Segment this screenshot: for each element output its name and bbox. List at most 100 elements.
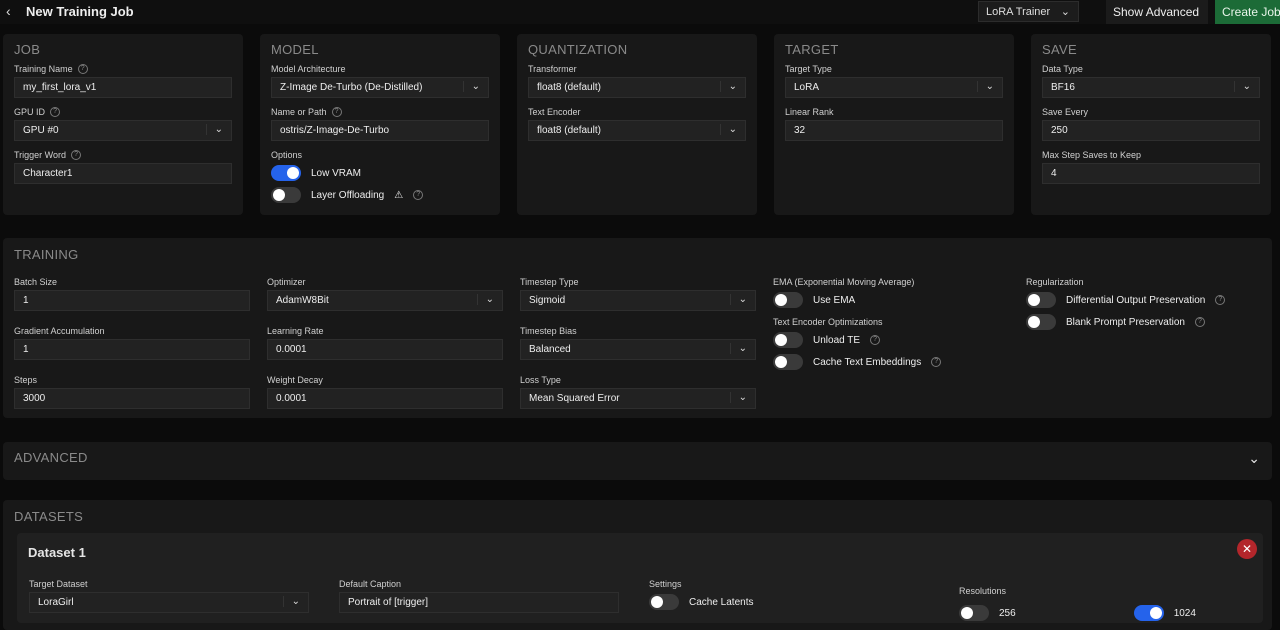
help-icon[interactable]: ? — [931, 357, 942, 367]
input-trigger-word[interactable]: Character1 — [14, 163, 232, 184]
toggle-1024[interactable]: 1024 — [1133, 603, 1196, 623]
help-icon[interactable]: ? — [77, 64, 88, 74]
chevron-down-icon: ⌄ — [205, 124, 223, 135]
value: GPU #0 — [23, 125, 59, 136]
help-icon[interactable]: ? — [1215, 295, 1226, 305]
trainer-select[interactable]: LoRA Trainer ⌄ — [978, 1, 1079, 22]
toggle-unload-te[interactable]: Unload TE? — [773, 330, 1009, 350]
toggle-256[interactable]: 256 — [959, 603, 1016, 623]
label-text: Linear Rank — [785, 107, 834, 117]
close-icon[interactable]: ✕ — [1237, 539, 1257, 559]
value: ostris/Z-Image-De-Turbo — [280, 125, 390, 136]
help-icon[interactable]: ? — [331, 107, 342, 117]
input-save-every[interactable]: 250 — [1042, 120, 1260, 141]
input-batch-size[interactable]: 1 — [14, 290, 250, 311]
show-advanced-button[interactable]: Show Advanced — [1106, 0, 1208, 24]
toggle-label: Unload TE — [813, 334, 861, 346]
training-column: Timestep Type Sigmoid ⌄ Timestep Bias Balanc… — [520, 276, 756, 423]
input-gradient-accumulation[interactable]: 1 — [14, 339, 250, 360]
field-label: GPU ID? — [14, 106, 232, 118]
select-target-type[interactable]: LoRA ⌄ — [785, 77, 1003, 98]
toggle-cache-latents[interactable]: Cache Latents — [649, 592, 929, 612]
label-text: Transformer — [528, 64, 577, 74]
field-batch-size: Batch Size 1 — [14, 276, 250, 311]
input-max-step-saves-to-keep[interactable]: 4 — [1042, 163, 1260, 184]
create-job-button[interactable]: Create Job — [1215, 0, 1280, 24]
select-target-dataset[interactable]: LoraGirl ⌄ — [29, 592, 309, 613]
select-model-architecture[interactable]: Z-Image De-Turbo (De-Distilled) ⌄ — [271, 77, 489, 98]
help-icon[interactable]: ? — [50, 107, 61, 117]
toggle-low-vram[interactable]: Low VRAM — [271, 163, 489, 183]
label-text: GPU ID — [14, 107, 46, 117]
label-text: Batch Size — [14, 277, 58, 287]
select-timestep-bias[interactable]: Balanced ⌄ — [520, 339, 756, 360]
toggle-switch[interactable] — [271, 165, 301, 181]
label-text: Regularization — [1026, 277, 1084, 287]
toggle-knob — [273, 189, 285, 201]
value: LoRA — [794, 82, 820, 93]
field-label: Transformer — [528, 63, 746, 75]
label-text: Model Architecture — [271, 64, 346, 74]
value: 1 — [23, 344, 29, 355]
back-chevron-left-icon[interactable]: ‹ — [6, 3, 11, 19]
trainer-select-value: LoRA Trainer — [986, 6, 1051, 18]
input-steps[interactable]: 3000 — [14, 388, 250, 409]
toggle-label: Differential Output Preservation — [1066, 294, 1206, 306]
help-icon[interactable]: ? — [413, 190, 424, 200]
select-text-encoder[interactable]: float8 (default) ⌄ — [528, 120, 746, 141]
panel-title: QUANTIZATION — [528, 42, 628, 57]
advanced-panel[interactable]: ADVANCED ⌄ — [3, 442, 1272, 480]
help-icon[interactable]: ? — [1194, 317, 1205, 327]
toggle-blank-prompt-preservation[interactable]: Blank Prompt Preservation? — [1026, 312, 1262, 332]
toggle-switch[interactable] — [1133, 605, 1164, 621]
select-timestep-type[interactable]: Sigmoid ⌄ — [520, 290, 756, 311]
panel-model: MODEL Model Architecture Z-Image De-Turbo … — [260, 34, 500, 215]
page-title: New Training Job — [26, 4, 134, 19]
value: Character1 — [23, 168, 73, 179]
chevron-down-icon[interactable]: ⌄ — [1248, 450, 1260, 466]
toggle-layer-offloading[interactable]: Layer Offloading ⚠? — [271, 185, 489, 205]
select-data-type[interactable]: BF16 ⌄ — [1042, 77, 1260, 98]
label-text: Optimizer — [267, 277, 306, 287]
select-gpu-id[interactable]: GPU #0 ⌄ — [14, 120, 232, 141]
toggle-differential-output-preservation[interactable]: Differential Output Preservation? — [1026, 290, 1262, 310]
field-training-name: Training Name? my_first_lora_v1 — [14, 63, 232, 98]
toggle-label: 256 — [999, 607, 1016, 619]
toggle-switch[interactable] — [773, 354, 803, 370]
value: 0.0001 — [276, 393, 307, 404]
toggle-cache-text-embeddings[interactable]: Cache Text Embeddings? — [773, 352, 1009, 372]
input-default-caption[interactable]: Portrait of [trigger] — [339, 592, 619, 613]
field-linear-rank: Linear Rank 32 — [785, 106, 1003, 141]
input-training-name[interactable]: my_first_lora_v1 — [14, 77, 232, 98]
input-learning-rate[interactable]: 0.0001 — [267, 339, 503, 360]
select-optimizer[interactable]: AdamW8Bit ⌄ — [267, 290, 503, 311]
value: Sigmoid — [529, 295, 566, 306]
help-icon[interactable]: ? — [71, 150, 82, 160]
toggle-knob — [775, 294, 787, 306]
input-linear-rank[interactable]: 32 — [785, 120, 1003, 141]
value: float8 (default) — [537, 82, 601, 93]
input-name-or-path[interactable]: ostris/Z-Image-De-Turbo — [271, 120, 489, 141]
panel-title: MODEL — [271, 42, 319, 57]
resolution-toggles: 256 1024 — [959, 603, 1259, 625]
input-weight-decay[interactable]: 0.0001 — [267, 388, 503, 409]
toggle-use-ema[interactable]: Use EMA — [773, 290, 1009, 310]
panel-quantization: QUANTIZATION Transformer float8 (default) ⌄… — [517, 34, 757, 215]
field-max-step-saves-to-keep: Max Step Saves to Keep 4 — [1042, 149, 1260, 184]
toggle-knob — [651, 596, 663, 608]
chevron-down-icon: ⌄ — [976, 81, 994, 92]
select-transformer[interactable]: float8 (default) ⌄ — [528, 77, 746, 98]
value: 4 — [1051, 168, 1057, 179]
toggle-switch[interactable] — [649, 594, 679, 610]
toggle-switch[interactable] — [271, 187, 301, 203]
toggle-switch[interactable] — [1026, 314, 1056, 330]
toggle-switch[interactable] — [959, 605, 989, 621]
training-column: Batch Size 1 Gradient Accumulation 1 Steps 30… — [14, 276, 250, 423]
toggle-switch[interactable] — [773, 292, 803, 308]
select-loss-type[interactable]: Mean Squared Error ⌄ — [520, 388, 756, 409]
help-icon[interactable]: ? — [870, 335, 881, 345]
value: Balanced — [529, 344, 571, 355]
field-label: Regularization — [1026, 276, 1262, 288]
toggle-switch[interactable] — [773, 332, 803, 348]
toggle-switch[interactable] — [1026, 292, 1056, 308]
